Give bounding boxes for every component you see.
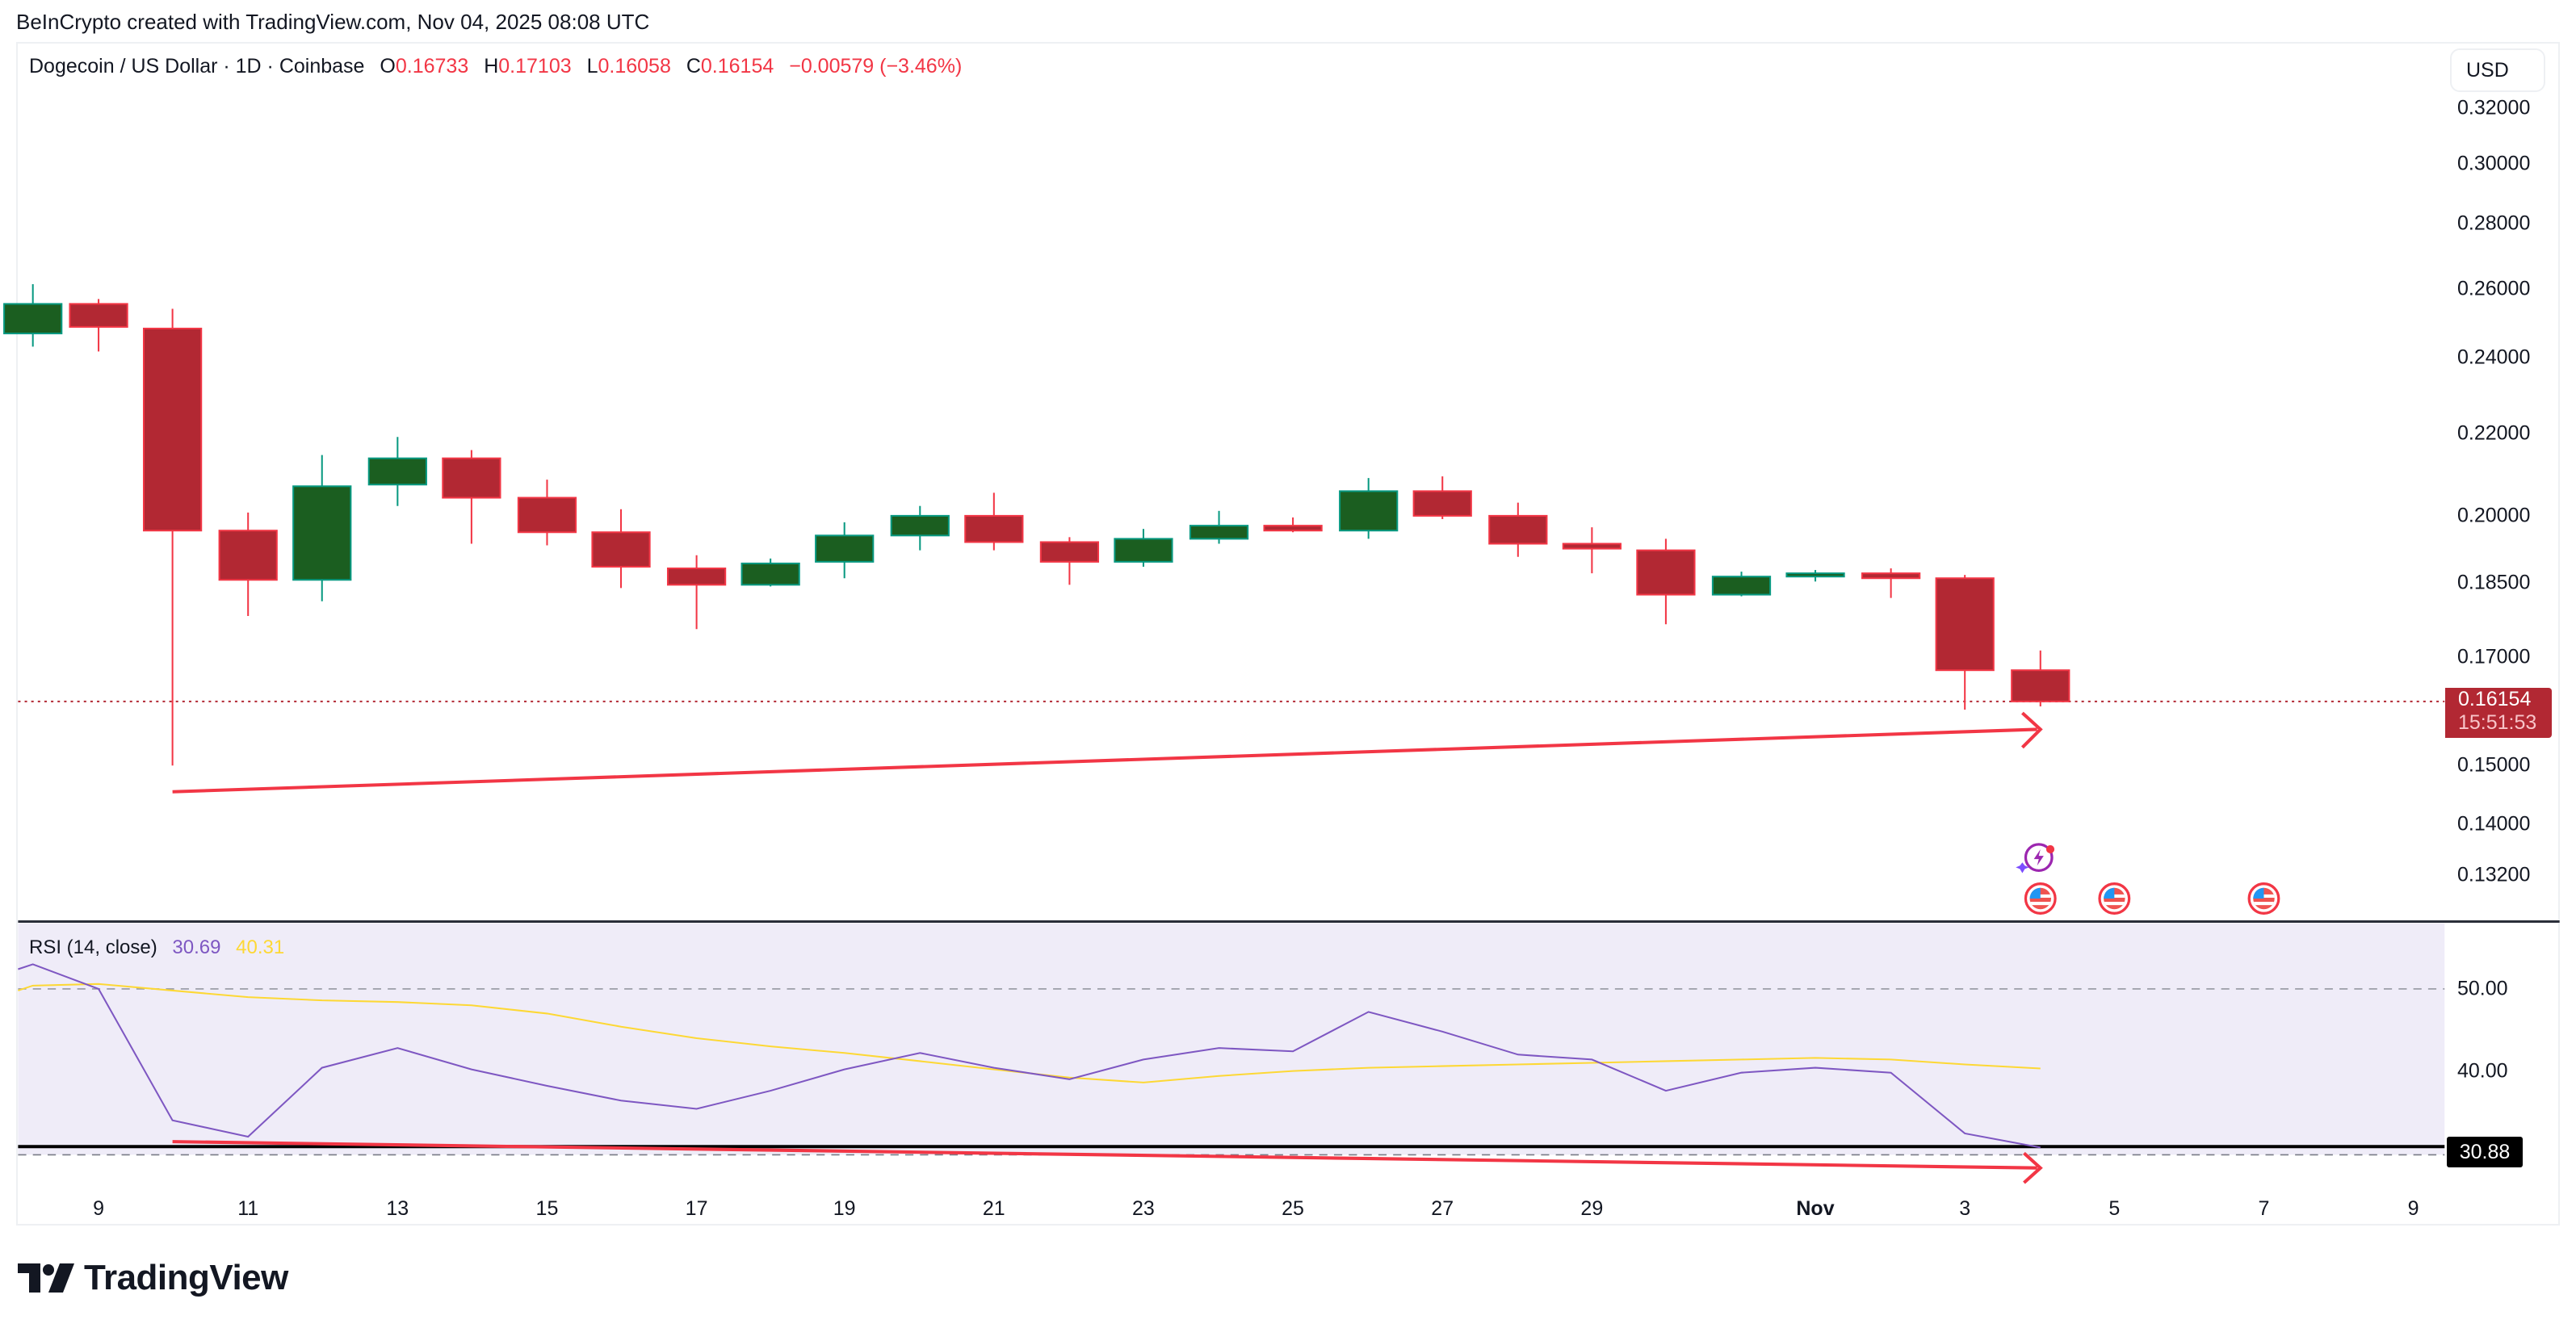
price-trendline-arrow[interactable] [172,711,2043,794]
bull-candle[interactable] [292,455,352,601]
bull-candle[interactable] [1189,510,1249,544]
time-tick: 9 [93,1197,105,1220]
bull-candle[interactable] [367,437,427,506]
price-tick: 0.28000 [2457,212,2531,235]
bear-candle[interactable] [1935,575,1995,710]
bear-candle[interactable] [442,450,501,544]
rsi-pane-bg [18,923,2445,1155]
time-tick: 13 [386,1197,409,1220]
time-tick: 21 [982,1197,1005,1220]
tradingview-logo[interactable]: TradingView [18,1258,288,1298]
time-tick: 3 [1959,1197,1971,1220]
price-tick: 0.15000 [2457,753,2531,777]
time-tick: 19 [833,1197,856,1220]
change-value: −0.00579 (−3.46%) [789,55,963,78]
bear-candle[interactable] [1488,502,1548,557]
bull-candle[interactable] [1785,570,1845,582]
rsi-ma-value: 40.31 [236,936,285,958]
bear-candle[interactable] [1861,568,1921,598]
bull-candle[interactable] [815,522,875,579]
bear-candle[interactable] [1039,537,1100,585]
low-label: L [586,55,598,78]
time-tick: 5 [2108,1197,2121,1220]
bear-candle[interactable] [1562,527,1622,574]
bull-candle[interactable] [740,558,800,587]
time-tick: 11 [237,1197,259,1220]
us-economic-event-icon[interactable] [2098,882,2131,915]
last-price-label: 0.16154 15:51:53 [2445,688,2552,738]
bear-candle[interactable] [218,512,278,617]
open-label: O [380,55,396,78]
time-tick: Nov [1796,1197,1835,1220]
price-tick: 0.32000 [2457,96,2531,119]
time-tick: 15 [535,1197,559,1220]
time-tick: 9 [2407,1197,2419,1220]
price-tick: 0.30000 [2457,152,2531,175]
chart-panel [16,42,2560,1226]
close-label: C [686,55,701,78]
bull-candle[interactable] [1339,478,1399,539]
bear-candle[interactable] [142,308,203,766]
tradingview-logo-icon [18,1263,74,1293]
candlestick-series [3,284,2070,766]
bar-countdown: 15:51:53 [2458,711,2537,734]
bull-candle[interactable] [3,284,63,347]
bull-candle[interactable] [1114,529,1173,567]
rsi-current-label: 30.88 [2447,1137,2523,1167]
rsi-line [18,963,2041,1149]
bear-candle[interactable] [591,509,651,589]
time-tick: 27 [1431,1197,1454,1220]
price-tick: 0.18500 [2457,571,2531,594]
time-tick: 23 [1132,1197,1155,1220]
tradingview-logo-text: TradingView [84,1258,288,1297]
price-tick: 0.13200 [2457,863,2531,886]
bear-candle[interactable] [1636,538,1696,625]
bear-candle[interactable] [2011,650,2070,706]
price-tick: 0.17000 [2457,645,2531,668]
rsi-trendline-arrow[interactable] [172,1140,2043,1184]
rsi-value: 30.69 [172,936,221,958]
rsi-tick-40: 40.00 [2457,1059,2508,1083]
bull-candle[interactable] [890,505,950,551]
price-tick: 0.22000 [2457,421,2531,445]
high-label: H [484,55,499,78]
close-value: 0.16154 [700,55,774,78]
time-tick: 25 [1282,1197,1304,1220]
us-economic-event-icon[interactable] [2024,882,2057,915]
symbol-legend: Dogecoin / US Dollar · 1D · Coinbase O0.… [29,55,962,78]
currency-button[interactable]: USD [2450,48,2545,92]
high-value: 0.17103 [498,55,572,78]
low-value: 0.16058 [598,55,671,78]
attribution-text: BeInCrypto created with TradingView.com,… [16,10,650,34]
bear-candle[interactable] [69,299,128,352]
price-tick: 0.20000 [2457,504,2531,527]
price-tick: 0.14000 [2457,812,2531,836]
time-tick: 7 [2258,1197,2270,1220]
bear-candle[interactable] [1263,517,1323,533]
last-price-value: 0.16154 [2458,688,2532,710]
rsi-tick-50: 50.00 [2457,977,2508,1000]
time-tick: 29 [1580,1197,1604,1220]
lightning-event-icon[interactable] [2016,843,2055,874]
price-tick: 0.26000 [2457,277,2531,300]
rsi-title[interactable]: RSI (14, close) [29,936,157,958]
bear-candle[interactable] [1412,476,1472,519]
time-tick: 17 [685,1197,708,1220]
rsi-ma-line [18,983,2041,1083]
bear-candle[interactable] [666,555,727,630]
bear-candle[interactable] [517,480,577,546]
price-tick: 0.24000 [2457,346,2531,369]
rsi-legend: RSI (14, close) 30.69 40.31 [29,936,284,959]
us-economic-event-icon[interactable] [2247,882,2280,915]
open-value: 0.16733 [395,55,469,78]
bull-candle[interactable] [1711,572,1772,597]
symbol-title[interactable]: Dogecoin / US Dollar · 1D · Coinbase [29,55,365,78]
bear-candle[interactable] [964,492,1024,551]
